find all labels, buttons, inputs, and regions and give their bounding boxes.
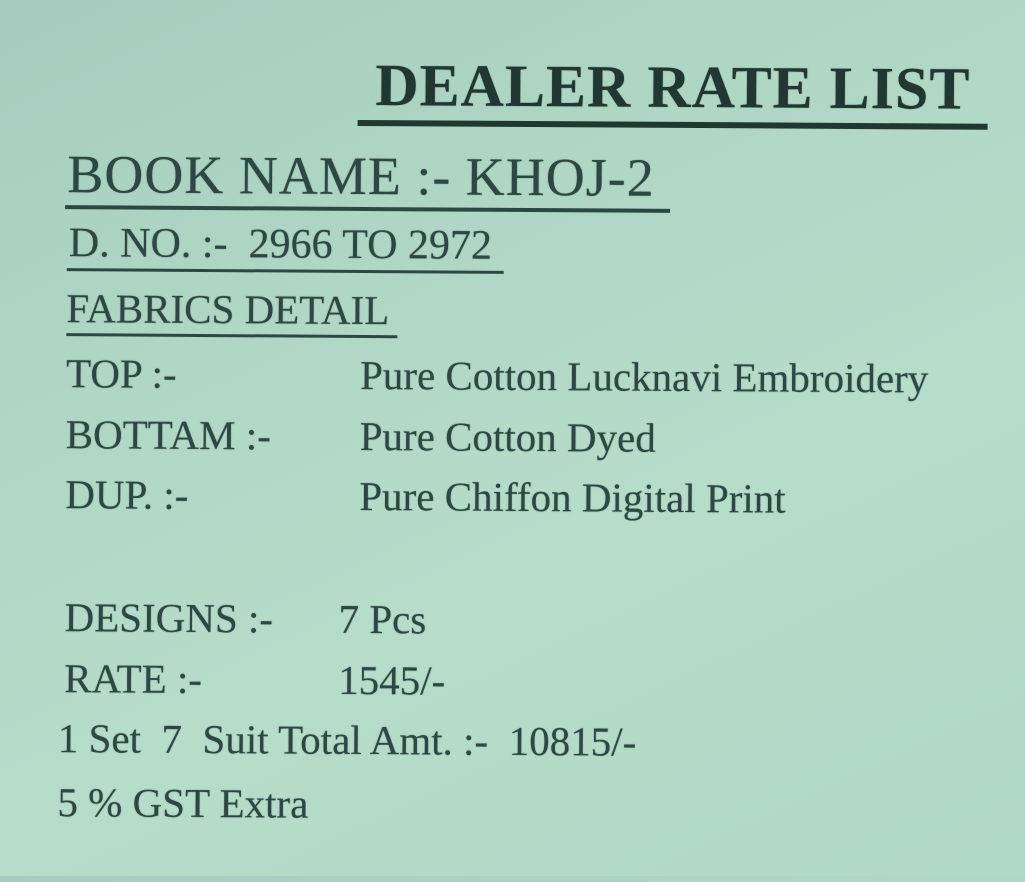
fabrics-detail-heading: FABRICS DETAIL xyxy=(66,285,398,339)
book-name-line: BOOK NAME :- KHOJ-2 xyxy=(65,144,671,213)
rate-label: RATE :- xyxy=(64,655,203,703)
gst-note-line: 5 % GST Extra xyxy=(57,779,309,827)
designs-value: 7 Pcs xyxy=(338,595,427,643)
page-title: DEALER RATE LIST xyxy=(357,52,989,130)
fabric-value-dup: Pure Chiffon Digital Print xyxy=(359,472,786,522)
fabric-label-bottam: BOTTAM :- xyxy=(65,411,271,459)
design-number-line: D. NO. :- 2966 TO 2972 xyxy=(66,220,505,274)
designs-label: DESIGNS :- xyxy=(64,594,274,642)
fabric-value-bottam: Pure Cotton Dyed xyxy=(359,412,656,461)
total-amount-line: 1 Set 7 Suit Total Amt. :- 10815/- xyxy=(57,715,637,765)
rate-value: 1545/- xyxy=(338,656,446,704)
fabric-value-top: Pure Cotton Lucknavi Embroidery xyxy=(359,351,929,402)
fabric-label-top: TOP :- xyxy=(65,350,177,397)
fabric-label-dup: DUP. :- xyxy=(65,471,189,518)
